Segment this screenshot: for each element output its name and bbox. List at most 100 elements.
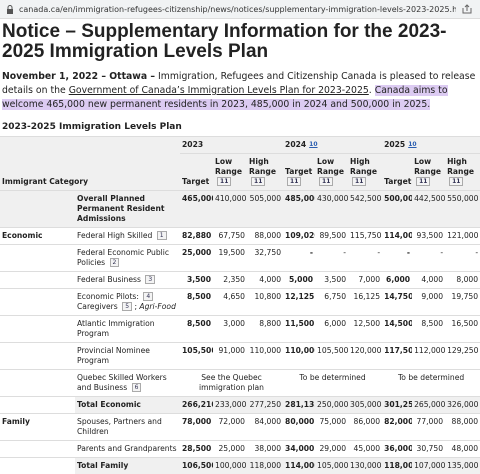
- share-icon[interactable]: [462, 4, 472, 14]
- footnote-link[interactable]: 4: [143, 292, 153, 301]
- plan-link[interactable]: Government of Canada’s Immigration Level…: [69, 85, 369, 96]
- row-label-cell: Spouses, Partners and Children: [75, 414, 180, 441]
- value-cell: 72,000: [213, 414, 247, 441]
- footnote-link[interactable]: 11: [449, 177, 463, 186]
- footnote-link[interactable]: 11: [416, 177, 430, 186]
- column-label: High Range: [447, 157, 478, 177]
- data-row: Provincial Nominee Program 105,50091,000…: [0, 343, 480, 370]
- value-cell: 465,000: [180, 191, 213, 228]
- row-label-cell: Total Economic: [75, 397, 180, 414]
- value-cell: 78,000: [180, 414, 213, 441]
- page-title: Notice – Supplementary Information for t…: [2, 22, 480, 62]
- column-header: Target: [180, 154, 213, 191]
- value-cell: 45,000: [348, 441, 382, 458]
- value-cell: 326,000: [445, 397, 480, 414]
- value-cell: 25,000: [213, 441, 247, 458]
- column-label: Target: [384, 177, 410, 187]
- value-cell: 105,000: [315, 458, 348, 474]
- value-cell: 110,000: [283, 343, 315, 370]
- footnote-link[interactable]: 2: [110, 258, 120, 267]
- lock-icon: [6, 5, 14, 14]
- value-cell: 8,000: [445, 272, 480, 289]
- value-cell: 266,210: [180, 397, 213, 414]
- value-cell: 109,020: [283, 228, 315, 245]
- value-cell: 19,750: [445, 289, 480, 316]
- row-label: Parents and Grandparents: [77, 444, 177, 453]
- address-bar[interactable]: canada.ca/en/immigration-refugees-citize…: [0, 0, 480, 19]
- value-cell: 485,000: [283, 191, 315, 228]
- value-cell: 110,000: [247, 343, 283, 370]
- value-cell: 14,500: [382, 316, 412, 343]
- footnote-link[interactable]: 1: [157, 231, 167, 240]
- value-cell: 25,000: [180, 245, 213, 272]
- overall-row: Overall Planned Permanent Resident Admis…: [0, 191, 480, 228]
- value-cell: 8,500: [180, 316, 213, 343]
- value-cell: 9,000: [412, 289, 445, 316]
- value-cell: 77,000: [412, 414, 445, 441]
- value-cell: 106,500: [180, 458, 213, 474]
- category-cell: [0, 289, 75, 316]
- value-cell: 4,000: [247, 272, 283, 289]
- value-cell: 105,500: [180, 343, 213, 370]
- intro-after: .: [369, 85, 372, 96]
- value-cell: 4,000: [412, 272, 445, 289]
- column-label: High Range: [249, 157, 281, 177]
- value-cell: 82,880: [180, 228, 213, 245]
- dateline: November 1, 2022 – Ottawa –: [2, 71, 155, 82]
- value-cell: -: [382, 245, 412, 272]
- merged-cell: To be determined: [283, 370, 382, 397]
- value-cell: 130,000: [348, 458, 382, 474]
- page: {"browser":{"url":"canada.ca/en/immigrat…: [0, 0, 480, 461]
- value-cell: 129,250: [445, 343, 480, 370]
- value-cell: 16,500: [445, 316, 480, 343]
- value-cell: 28,500: [180, 441, 213, 458]
- value-cell: 89,500: [315, 228, 348, 245]
- category-cell: [0, 191, 75, 228]
- value-cell: 19,500: [213, 245, 247, 272]
- value-cell: 75,000: [315, 414, 348, 441]
- page-body: canada.ca/en/immigration-refugees-citize…: [0, 0, 480, 461]
- row-label-cell: Provincial Nominee Program: [75, 343, 180, 370]
- value-cell: 6,000: [315, 316, 348, 343]
- category-cell: Family: [0, 414, 75, 441]
- footnote-link[interactable]: 11: [352, 177, 366, 186]
- value-cell: 3,500: [180, 272, 213, 289]
- value-cell: 442,500: [412, 191, 445, 228]
- footnote-link[interactable]: 11: [319, 177, 333, 186]
- category-cell: [0, 441, 75, 458]
- value-cell: 32,750: [247, 245, 283, 272]
- value-cell: 86,000: [348, 414, 382, 441]
- column-label: Low Range: [414, 157, 443, 177]
- value-cell: 281,135: [283, 397, 315, 414]
- value-cell: 8,800: [247, 316, 283, 343]
- value-cell: 16,125: [348, 289, 382, 316]
- value-cell: 11,500: [283, 316, 315, 343]
- footnote-link[interactable]: 3: [145, 275, 155, 284]
- footnote-link[interactable]: 5: [122, 302, 132, 311]
- column-label: High Range: [350, 157, 380, 177]
- value-cell: 550,000: [445, 191, 480, 228]
- value-cell: 6,750: [315, 289, 348, 316]
- category-cell: [0, 370, 75, 397]
- value-cell: 14,750: [382, 289, 412, 316]
- value-cell: 36,000: [382, 441, 412, 458]
- footnote-link[interactable]: 11: [217, 177, 231, 186]
- footnote-link[interactable]: 10: [408, 141, 416, 148]
- category-header: Immigrant Category: [0, 137, 180, 191]
- row-label: Provincial Nominee Program: [77, 346, 150, 365]
- row-label: Federal High Skilled: [77, 231, 152, 240]
- footnote-link[interactable]: 11: [251, 177, 265, 186]
- footnote-link[interactable]: 6: [132, 383, 142, 392]
- category-cell: Economic: [0, 228, 75, 245]
- value-cell: -: [315, 245, 348, 272]
- value-cell: 80,000: [283, 414, 315, 441]
- row-label-cell: Federal Business 3: [75, 272, 180, 289]
- footnote-link[interactable]: 11: [287, 177, 301, 186]
- footnote-link[interactable]: 10: [309, 141, 317, 148]
